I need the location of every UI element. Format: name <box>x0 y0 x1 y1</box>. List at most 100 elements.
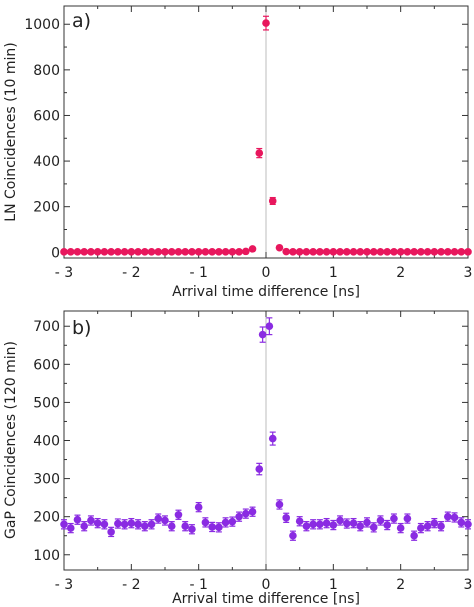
x-tick-label: - 3 <box>55 265 73 281</box>
point-marker <box>120 520 129 529</box>
point-marker <box>60 248 68 256</box>
data-point <box>302 248 311 256</box>
point-marker <box>100 248 109 256</box>
point-marker <box>322 248 331 256</box>
point-marker <box>194 503 203 511</box>
data-point <box>221 248 230 256</box>
point-marker <box>242 247 250 256</box>
data-point <box>248 506 257 517</box>
data-point <box>275 243 284 252</box>
data-point <box>356 248 365 256</box>
data-point <box>174 509 183 520</box>
y-axis-label-a: LN Coincidences (10 min) <box>3 42 19 221</box>
data-point <box>363 248 371 256</box>
point-marker <box>80 248 88 256</box>
data-point <box>322 248 331 256</box>
data-point <box>302 521 311 532</box>
y-tick-label: 400 <box>33 154 60 170</box>
panel-b: - 3 - 2 - 1 0 1 2 3 100 200 300 400 500 600 700 b) Ar… <box>3 310 472 607</box>
data-point <box>363 517 371 528</box>
point-marker <box>275 243 284 252</box>
data-point <box>127 517 136 529</box>
point-marker <box>329 521 338 529</box>
data-point <box>114 248 122 256</box>
point-marker <box>87 248 95 256</box>
point-marker <box>390 514 398 523</box>
point-marker <box>343 519 351 528</box>
point-marker <box>161 248 169 256</box>
data-point <box>423 521 432 532</box>
point-marker <box>268 197 277 205</box>
data-point <box>60 519 68 530</box>
y-tick-label: 600 <box>33 108 60 124</box>
data-point <box>87 248 95 256</box>
data-point <box>417 248 425 256</box>
point-marker <box>295 248 304 256</box>
point-marker <box>188 248 196 256</box>
point-marker <box>134 248 142 256</box>
point-marker <box>369 523 378 532</box>
data-point <box>66 522 75 534</box>
point-marker <box>93 519 102 527</box>
data-point <box>289 530 297 541</box>
data-point <box>194 501 203 513</box>
data-point <box>161 248 169 256</box>
data-point <box>457 248 466 256</box>
point-marker <box>201 518 210 527</box>
point-marker <box>73 248 82 256</box>
point-marker <box>221 248 230 256</box>
point-marker <box>336 248 344 256</box>
data-point <box>396 522 405 534</box>
data-point <box>147 519 156 530</box>
x-tick-label: 2 <box>396 577 405 593</box>
data-point <box>390 248 398 256</box>
point-marker <box>228 517 237 526</box>
data-point <box>120 248 129 256</box>
y-tick-label: 200 <box>33 200 60 216</box>
ticks-b <box>63 311 469 570</box>
point-marker <box>316 248 324 256</box>
point-marker <box>80 522 88 530</box>
panel-label-b: b) <box>72 317 91 339</box>
point-marker <box>369 248 378 256</box>
data-point <box>258 326 267 343</box>
y-tick-label: 500 <box>33 395 60 411</box>
point-marker <box>295 517 304 526</box>
point-marker <box>147 248 156 256</box>
data-point <box>134 519 142 530</box>
point-marker <box>423 522 432 530</box>
point-marker <box>255 149 264 157</box>
data-point <box>403 248 412 256</box>
x-tick-label: - 3 <box>55 577 73 593</box>
point-marker <box>396 248 405 256</box>
x-tick-label: - 2 <box>122 577 140 593</box>
data-point <box>430 517 439 529</box>
data-point <box>194 248 203 256</box>
y-tick-label: 1000 <box>24 17 60 33</box>
data-point <box>282 512 291 523</box>
x-tick-label: 1 <box>329 265 338 281</box>
data-point <box>457 517 466 528</box>
data-point <box>376 515 385 526</box>
point-marker <box>444 248 452 256</box>
point-marker <box>289 531 297 540</box>
x-axis-label-b: Arrival time difference [ns] <box>172 591 360 607</box>
panel-label-a: a) <box>72 10 91 32</box>
data-point <box>107 248 115 256</box>
point-marker <box>423 248 432 256</box>
data-point <box>444 511 452 522</box>
point-marker <box>430 248 439 256</box>
data-point <box>322 517 331 529</box>
data-point <box>80 248 88 256</box>
data-point <box>464 248 472 256</box>
point-marker <box>262 19 270 27</box>
point-marker <box>336 516 344 525</box>
point-marker <box>127 519 136 527</box>
y-tick-label: 200 <box>33 510 60 526</box>
point-marker <box>316 520 324 529</box>
data-point <box>208 521 216 533</box>
point-marker <box>201 248 210 256</box>
point-marker <box>188 525 196 534</box>
data-point <box>336 248 344 256</box>
point-marker <box>181 248 189 256</box>
